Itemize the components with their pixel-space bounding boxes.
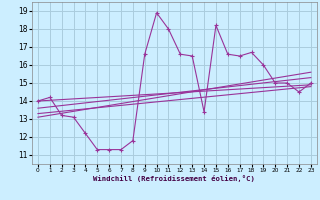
X-axis label: Windchill (Refroidissement éolien,°C): Windchill (Refroidissement éolien,°C) [93,175,255,182]
